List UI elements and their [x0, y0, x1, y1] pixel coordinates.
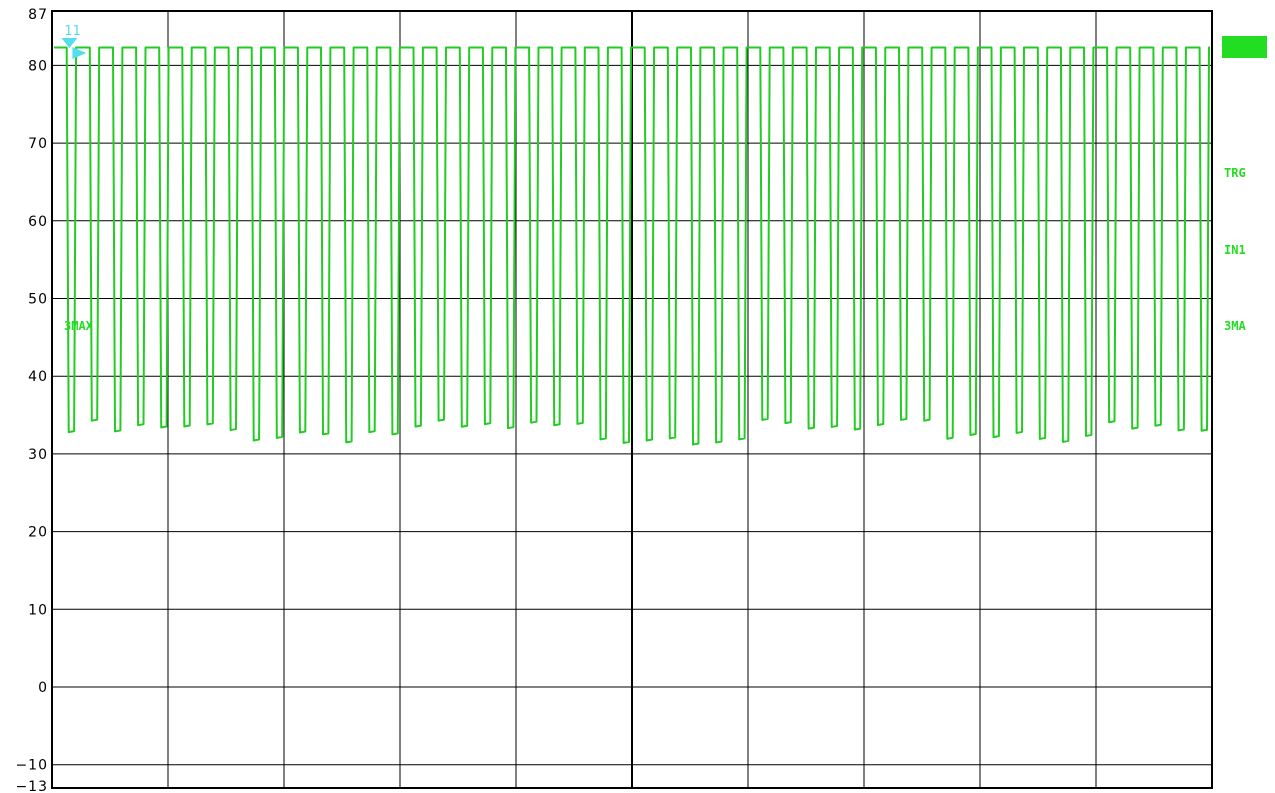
y-tick-label: 10 — [28, 602, 48, 618]
y-tick-label: 20 — [28, 525, 48, 541]
trace-line — [54, 46, 1210, 446]
trace-series — [54, 46, 1210, 446]
y-tick-label: 80 — [28, 58, 48, 74]
y-tick-label: 0 — [38, 680, 48, 696]
y-tick-label: −13 — [15, 779, 48, 793]
marker-arrow-icon — [72, 46, 87, 59]
marker-triangle-icon[interactable] — [61, 37, 78, 48]
channel-badge-label[interactable]: A — [1240, 40, 1248, 54]
side-panel: A TRG IN1 3MA — [1222, 36, 1267, 333]
trace-mode-label: 3MA — [1224, 319, 1246, 333]
y-tick-label: 40 — [28, 369, 48, 385]
y-tick-label: −10 — [15, 758, 48, 774]
y-tick-label: 50 — [28, 291, 48, 307]
channel-badge-background[interactable] — [1222, 36, 1267, 58]
trace-mode-label-left: 3MAX — [64, 319, 94, 333]
grid — [51, 10, 1213, 789]
y-axis-tick-labels: 87 80 70 60 50 40 30 20 10 0 −10 −13 — [15, 7, 48, 793]
y-tick-label: 60 — [28, 214, 48, 230]
input-label: IN1 — [1224, 243, 1246, 257]
y-tick-label: 70 — [28, 136, 48, 152]
marker-group[interactable]: 11 — [61, 24, 87, 59]
y-tick-label: 30 — [28, 447, 48, 463]
y-tick-label: 87 — [28, 7, 48, 23]
marker-label: 11 — [64, 24, 81, 39]
trigger-label: TRG — [1224, 166, 1246, 180]
